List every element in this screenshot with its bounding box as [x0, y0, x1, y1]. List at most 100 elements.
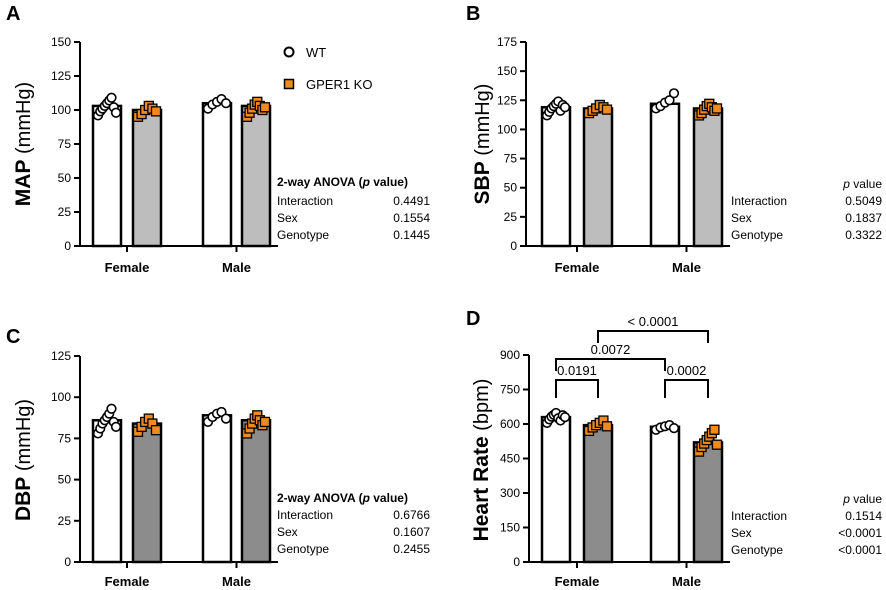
y-axis-label: Heart Rate (bpm): [470, 379, 493, 542]
legend-wt-marker: [283, 46, 295, 58]
legend: WT GPER1 KO: [283, 45, 372, 92]
bar-wt-male: [201, 101, 233, 248]
x-category-label: Female: [105, 574, 150, 589]
bar-gper1-ko-female: [582, 423, 614, 564]
stats-row-value: 0.1607: [393, 525, 430, 539]
data-point-wt: [668, 423, 680, 434]
data-point-wt: [106, 403, 117, 414]
y-tick-label: 175: [497, 35, 517, 49]
y-tick-label: 75: [504, 152, 518, 166]
y-tick-label: 25: [58, 514, 72, 528]
stats-row-label: Sex: [731, 211, 752, 225]
panel-B: B SBP (mmHg) Female Male 0 25 50 75 100 125 150 175…: [466, 3, 882, 275]
y-axis-label-unit: (mmHg): [13, 399, 35, 477]
bar-gper1-ko-male: [692, 441, 724, 564]
y-tick-label: 50: [58, 473, 72, 487]
y-tick-label: 900: [500, 348, 520, 362]
stats-row-value: 0.1554: [393, 211, 430, 225]
stats-row-label: Interaction: [277, 194, 333, 208]
stats-row-label: Interaction: [277, 508, 333, 522]
y-tick-label: 125: [51, 349, 71, 363]
panel-letter: C: [6, 326, 20, 348]
data-point-ko: [711, 103, 723, 114]
stats-heading-p: p: [842, 177, 850, 191]
y-tick-label: 25: [504, 210, 518, 224]
y-tick-label: 75: [58, 431, 72, 445]
significance-bracket: [664, 379, 709, 398]
data-point-ko: [601, 104, 613, 115]
panel-letter: A: [6, 3, 20, 25]
data-point-wt: [220, 98, 232, 109]
data-point-wt: [106, 92, 117, 103]
y-tick-label: 100: [497, 122, 517, 136]
y-axis-label: MAP (mmHg): [12, 82, 35, 206]
x-category-label: Male: [222, 260, 251, 275]
y-tick-label: 150: [497, 64, 517, 78]
data-point-ko: [259, 416, 271, 428]
stats-row-label: Genotype: [731, 228, 783, 242]
stats-heading: 2-way ANOVA (p value): [277, 491, 408, 505]
significance-bracket: [597, 330, 709, 343]
stats-row-label: Genotype: [277, 542, 329, 556]
x-category-label: Female: [555, 260, 600, 275]
stats-heading-prefix: 2-way ANOVA (: [277, 175, 363, 189]
y-tick-label: 25: [58, 205, 72, 219]
y-tick-label: 100: [51, 103, 71, 117]
y-tick-label: 0: [510, 239, 517, 253]
data-point-wt: [559, 102, 571, 113]
bar-wt-female: [540, 415, 572, 564]
x-category-label: Female: [105, 260, 150, 275]
stats-row-value: 0.4491: [393, 194, 430, 208]
stats-row-label: Sex: [277, 211, 298, 225]
stats-heading: 2-way ANOVA (p value): [277, 175, 408, 189]
stats-row-label: Sex: [731, 526, 752, 540]
y-tick-label: 750: [500, 383, 520, 397]
y-tick-label: 300: [500, 486, 520, 500]
significance-label: 0.0191: [557, 363, 597, 378]
panel-A: A MAP (mmHg) Female Male 0 25 50 75 100 125 150 2-w…: [6, 3, 430, 275]
data-point-ko: [601, 421, 613, 432]
bar-gper1-ko-male: [240, 419, 272, 564]
stats-row-value: 0.5049: [845, 194, 882, 208]
y-tick-label: 0: [64, 239, 71, 253]
y-axis-label-unit: (bpm): [471, 379, 493, 437]
data-point-wt: [664, 95, 675, 106]
y-axis-label-measure: DBP: [12, 477, 35, 521]
panel-letter: B: [466, 3, 480, 25]
y-tick-label: 450: [500, 452, 520, 466]
y-tick-label: 75: [58, 137, 72, 151]
bar-wt-male: [649, 102, 681, 248]
y-tick-label: 100: [51, 390, 71, 404]
stats-heading-prefix: 2-way ANOVA (: [277, 491, 363, 505]
stats-heading-suffix: value): [370, 175, 408, 189]
stats-row-label: Genotype: [731, 543, 783, 557]
bar-wt-female: [540, 106, 572, 248]
bar-gper1-ko-male: [692, 107, 724, 248]
data-point-ko: [711, 439, 723, 450]
panel-D: D Heart Rate (bpm) Female Male 0 150 300 450 600…: [466, 308, 882, 589]
significance-label: 0.0002: [667, 363, 707, 378]
data-point-wt: [668, 88, 680, 99]
stats-row-value: 0.1514: [845, 509, 882, 523]
y-tick-label: 125: [51, 69, 71, 83]
x-category-label: Male: [672, 574, 701, 589]
stats-row-value: 0.3322: [845, 228, 882, 242]
stats-row-label: Sex: [277, 525, 298, 539]
data-point-wt: [220, 413, 232, 424]
data-point-ko: [259, 102, 271, 113]
y-tick-label: 150: [500, 521, 520, 535]
data-point-wt: [110, 421, 122, 432]
y-tick-label: 0: [513, 555, 520, 569]
stats-heading: p value: [842, 492, 882, 506]
significance-label: 0.0072: [591, 342, 631, 357]
significance-bracket: [555, 379, 599, 398]
stats-row-value: 0.1445: [393, 228, 430, 242]
stats-heading-suffix: value): [370, 491, 408, 505]
bar-wt-female: [91, 419, 123, 564]
stats-row-label: Interaction: [731, 194, 787, 208]
y-axis-label: SBP (mmHg): [471, 84, 494, 205]
y-tick-label: 50: [58, 171, 72, 185]
stats-row-value: 0.1837: [845, 211, 882, 225]
bar-wt-male: [649, 425, 681, 564]
stats-row-value: 0.6766: [393, 508, 430, 522]
